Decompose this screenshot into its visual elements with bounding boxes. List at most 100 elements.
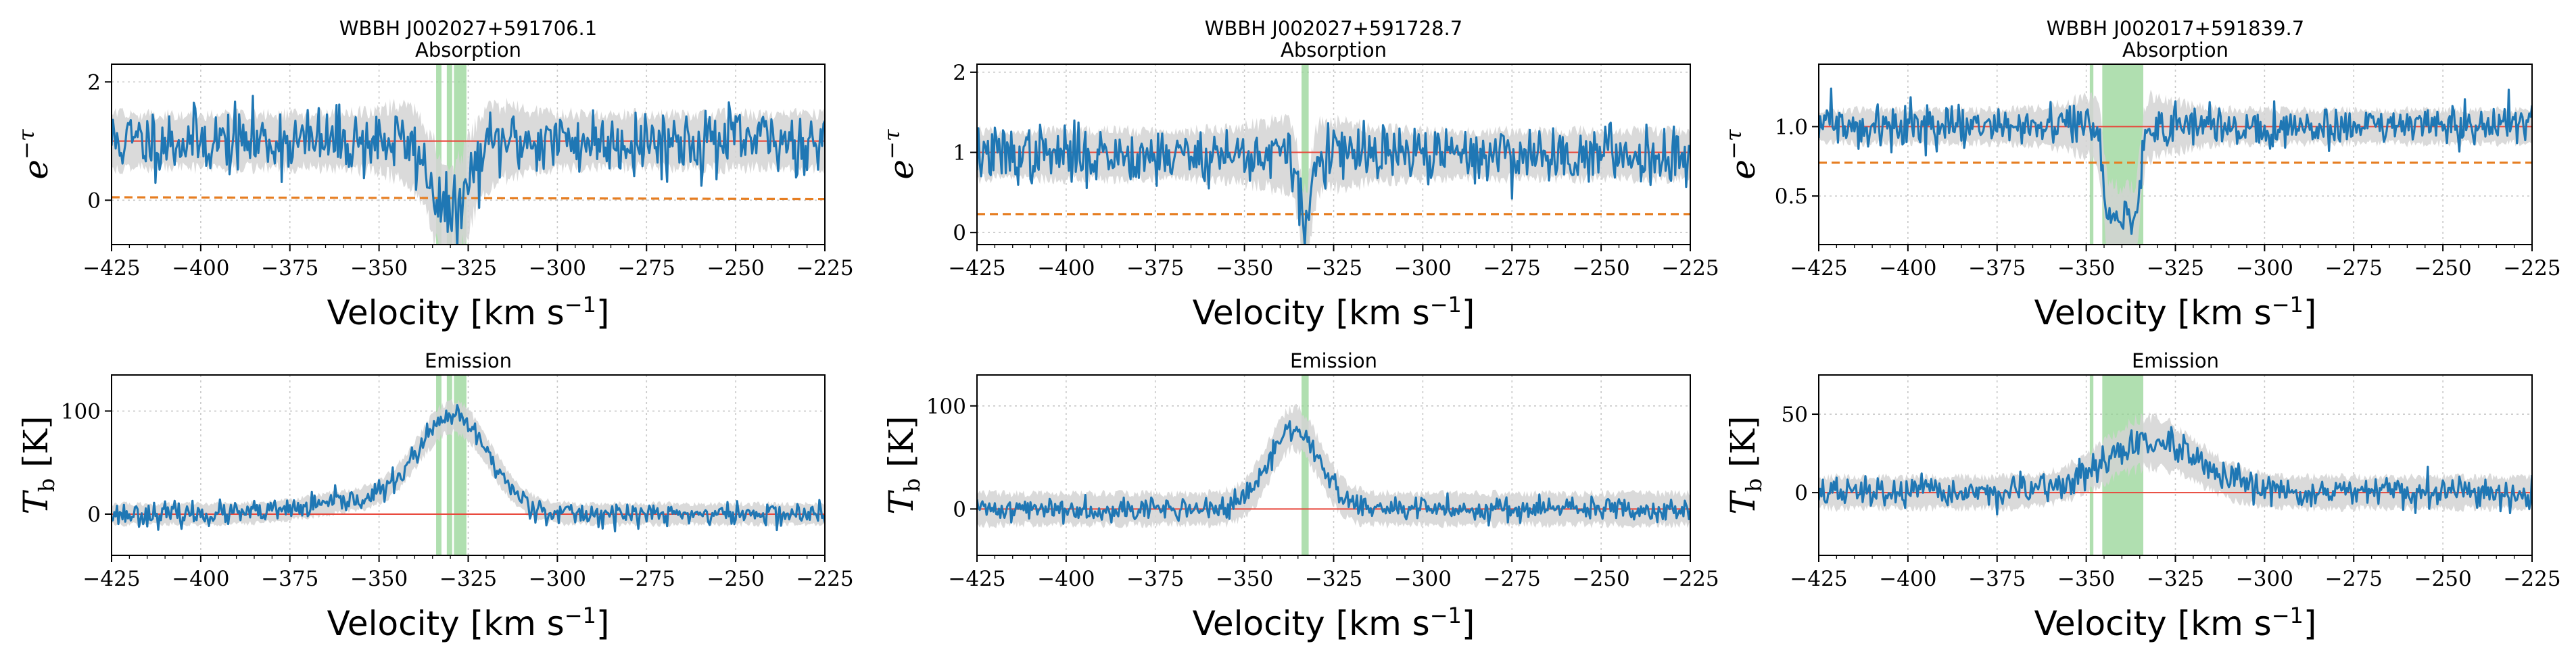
x-axis-label: Velocity [km s−1] xyxy=(2034,292,2317,332)
x-tick-label: −250 xyxy=(1573,256,1630,280)
x-tick-label: −250 xyxy=(707,256,765,280)
series-line xyxy=(977,119,1690,245)
panel-1: −425 −400 −375 −350 −325 −300 −275 −250 −225 0 2 WB… xyxy=(14,17,854,332)
uncertainty-band xyxy=(977,114,1690,245)
panel-subtitle: Absorption xyxy=(1281,39,1387,61)
panel-6: −425 −400 −375 −350 −325 −300 −275 −250 −225 0 50 E… xyxy=(1723,349,2561,643)
x-tick-label: −300 xyxy=(2236,256,2293,280)
x-tick-label: −400 xyxy=(1879,567,1936,591)
x-tick-label: −400 xyxy=(1879,256,1936,280)
x-tick-label: −375 xyxy=(1126,256,1184,280)
x-tick-label: −225 xyxy=(2503,256,2560,280)
y-tick-label: 100 xyxy=(926,395,966,419)
x-tick-label: −275 xyxy=(618,567,675,591)
panel-3: −425 −400 −375 −350 −325 −300 −275 −250 −225 0 1 2 W… xyxy=(879,17,1719,332)
continuum-line xyxy=(112,196,825,201)
y-axis-label: Tb [K] xyxy=(882,416,925,514)
feature-region xyxy=(1302,64,1309,245)
x-tick-label: −425 xyxy=(1790,567,1847,591)
y-tick-label: 0.5 xyxy=(1775,184,1808,209)
series-line xyxy=(977,420,1690,527)
series-line xyxy=(112,404,825,532)
x-tick-label: −300 xyxy=(1394,567,1452,591)
panel-title: Emission xyxy=(1290,349,1377,372)
x-tick-label: −375 xyxy=(1968,567,2026,591)
x-tick-label: −325 xyxy=(1305,256,1362,280)
x-axis-label: Velocity [km s−1] xyxy=(327,292,610,332)
panel-title: Emission xyxy=(425,349,512,372)
x-tick-label: −400 xyxy=(172,256,229,280)
plot-area xyxy=(977,64,1690,245)
x-tick-label: −325 xyxy=(439,256,497,280)
x-tick-label: −325 xyxy=(1305,567,1362,591)
x-tick-label: −250 xyxy=(2414,256,2472,280)
x-tick-label: −225 xyxy=(796,256,853,280)
y-tick-label: 0 xyxy=(953,221,966,245)
x-tick-label: −350 xyxy=(350,256,408,280)
x-tick-label: −250 xyxy=(1573,567,1630,591)
y-axis-label: e−τ xyxy=(1721,128,1763,179)
plot-area xyxy=(1819,375,2532,555)
x-tick-label: −225 xyxy=(1661,256,1719,280)
panel-title: Emission xyxy=(2132,349,2219,372)
feature-region xyxy=(454,375,467,555)
y-tick-label: 2 xyxy=(87,70,101,95)
y-tick-label: 100 xyxy=(61,399,101,424)
plot-area xyxy=(1819,64,2532,245)
plot-area xyxy=(977,375,1690,555)
feature-region xyxy=(436,64,442,245)
x-tick-label: −275 xyxy=(1483,256,1541,280)
series-line xyxy=(112,95,825,245)
x-tick-label: −425 xyxy=(1790,256,1847,280)
x-tick-label: −375 xyxy=(1126,567,1184,591)
x-tick-label: −275 xyxy=(2325,256,2383,280)
x-tick-label: −275 xyxy=(618,256,675,280)
x-tick-label: −225 xyxy=(2503,567,2560,591)
uncertainty-band xyxy=(1819,411,2532,513)
x-tick-label: −250 xyxy=(707,567,765,591)
x-tick-label: −300 xyxy=(529,256,586,280)
plot-area xyxy=(112,375,825,555)
x-tick-label: −325 xyxy=(2147,256,2204,280)
y-axis-label: Tb [K] xyxy=(16,416,59,514)
x-tick-label: −275 xyxy=(1483,567,1541,591)
x-axis-label: Velocity [km s−1] xyxy=(327,603,610,643)
y-axis-label: e−τ xyxy=(879,128,921,179)
x-tick-label: −250 xyxy=(2414,567,2472,591)
x-tick-label: −350 xyxy=(1216,567,1273,591)
y-tick-label: 0 xyxy=(87,188,101,213)
y-tick-label: 2 xyxy=(953,61,966,85)
x-tick-label: −400 xyxy=(1037,256,1095,280)
x-tick-label: −225 xyxy=(796,567,853,591)
x-tick-label: −425 xyxy=(948,256,1005,280)
feature-region xyxy=(446,375,452,555)
x-tick-label: −375 xyxy=(261,567,318,591)
x-tick-label: −400 xyxy=(1037,567,1095,591)
panel-subtitle: Absorption xyxy=(415,39,521,61)
x-tick-label: −350 xyxy=(1216,256,1273,280)
x-tick-label: −300 xyxy=(1394,256,1452,280)
y-tick-label: 1.0 xyxy=(1775,115,1808,139)
feature-region xyxy=(1302,375,1309,555)
y-tick-label: 0 xyxy=(1794,481,1808,505)
uncertainty-band xyxy=(977,403,1690,529)
panel-title: WBBH J002027+591728.7 xyxy=(1205,17,1462,40)
panel-4: −425 −400 −375 −350 −325 −300 −275 −250 −225 0 100… xyxy=(882,349,1719,643)
plot-area xyxy=(112,64,825,245)
series-line xyxy=(1819,426,2532,515)
feature-region xyxy=(446,64,452,245)
y-tick-label: 50 xyxy=(1782,403,1808,427)
x-axis-label: Velocity [km s−1] xyxy=(1193,603,1475,643)
x-tick-label: −300 xyxy=(2236,567,2293,591)
y-tick-label: 0 xyxy=(953,497,966,522)
x-tick-label: −325 xyxy=(2147,567,2204,591)
y-axis-label: Tb [K] xyxy=(1723,416,1767,514)
x-tick-label: −375 xyxy=(1968,256,2026,280)
panel-title: WBBH J002027+591706.1 xyxy=(339,17,597,40)
x-tick-label: −350 xyxy=(350,567,408,591)
series-line xyxy=(1819,87,2532,235)
x-tick-label: −350 xyxy=(2057,256,2115,280)
panel-2: −425 −400 −375 −350 −325 −300 −275 −250 −225 0 100… xyxy=(16,349,854,643)
y-tick-label: 1 xyxy=(953,141,966,166)
x-tick-label: −425 xyxy=(82,256,140,280)
